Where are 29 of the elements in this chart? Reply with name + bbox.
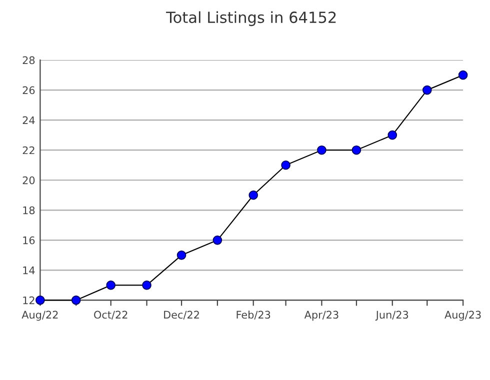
point [352,145,362,155]
x-tick-label: Apr/23 [304,310,338,321]
point [142,280,152,290]
point [71,296,81,305]
point [248,190,258,200]
point [212,236,222,245]
y-tick-label: 26 [22,86,35,94]
x-tick-label: Aug/22 [22,310,58,321]
y-tick-label: 28 [22,56,35,64]
y-tick-label: 20 [22,176,35,184]
y-tick-label: 16 [23,236,35,244]
x-tick-label: Jun/23 [375,310,408,321]
x-tick-label: Feb/23 [236,310,270,320]
x-tick-label: Oct/22 [94,310,128,320]
point [317,145,326,155]
point [458,70,468,80]
point [281,160,290,170]
point [388,130,398,140]
y-tick-label: 22 [22,146,34,154]
y-tick-label: 12 [23,296,34,304]
point [422,85,432,95]
y-tick-label: 18 [23,206,35,214]
y-tick-label: 24 [22,116,35,124]
chart-title: Total Listings in 64152 [166,11,336,26]
point [176,250,186,260]
point [106,280,116,290]
x-tick-label: Dec/22 [164,310,199,320]
y-tick-label: 14 [23,266,35,274]
x-tick-label: Aug/23 [444,310,481,321]
